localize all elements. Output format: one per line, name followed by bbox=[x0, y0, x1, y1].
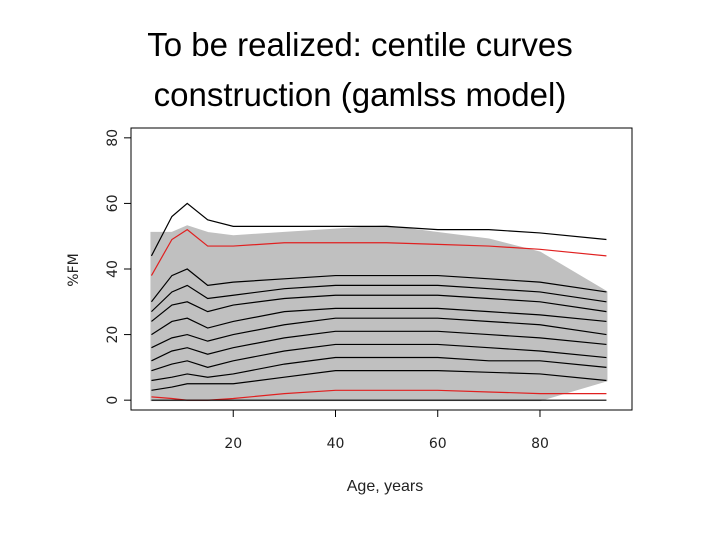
centile-curve bbox=[151, 356, 607, 382]
centile-curve bbox=[150, 268, 607, 303]
x-tick-label: 40 bbox=[327, 436, 345, 452]
y-tick-label: 80 bbox=[105, 129, 121, 147]
x-tick-label: 20 bbox=[224, 436, 242, 452]
centile-curve bbox=[151, 294, 607, 322]
centile-curve bbox=[151, 330, 607, 362]
centile-curve bbox=[150, 202, 607, 257]
centile-curve bbox=[151, 317, 607, 349]
chart-title: To be realized: centile curves construct… bbox=[147, 26, 573, 113]
y-tick-label: 40 bbox=[105, 260, 121, 278]
centile-curve bbox=[150, 228, 607, 276]
y-axis-label: %FM bbox=[66, 253, 82, 286]
centile-curve bbox=[151, 370, 607, 391]
centile-curve bbox=[151, 307, 607, 336]
x-tick-label: 80 bbox=[531, 436, 549, 452]
x-tick-label: 60 bbox=[429, 436, 447, 452]
centile-curve bbox=[151, 284, 607, 313]
centile-curve bbox=[151, 343, 607, 372]
y-tick-label: 60 bbox=[105, 195, 121, 213]
x-axis-label: Age, years bbox=[347, 478, 423, 495]
y-tick-label: 20 bbox=[105, 326, 121, 344]
y-tick-label: 0 bbox=[105, 396, 121, 405]
